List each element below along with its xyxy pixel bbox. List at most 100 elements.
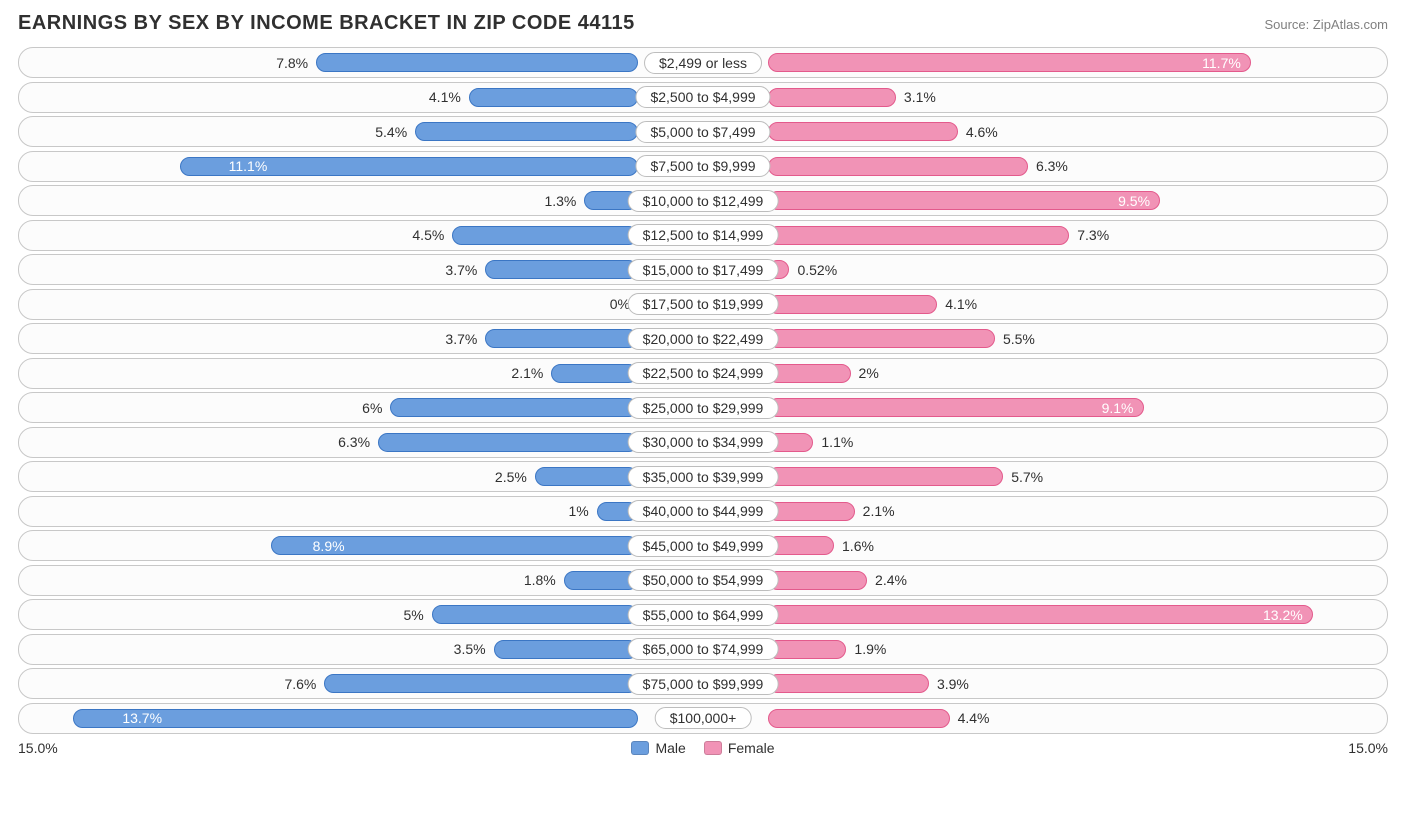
chart-title: EARNINGS BY SEX BY INCOME BRACKET IN ZIP… <box>18 12 635 35</box>
chart-row: 4.5%7.3%$12,500 to $14,999 <box>18 220 1388 251</box>
chart-row: 1%2.1%$40,000 to $44,999 <box>18 496 1388 527</box>
bracket-label: $12,500 to $14,999 <box>628 224 779 246</box>
male-value: 2.5% <box>495 469 527 485</box>
axis-max-left: 15.0% <box>18 740 58 756</box>
male-value: 1.3% <box>544 193 576 209</box>
male-bar <box>316 53 638 72</box>
chart-row: 1.8% 2.4% $50,000 to $54,999 <box>18 565 1388 596</box>
chart-row: 11.1%6.3%$7,500 to $9,999 <box>18 151 1388 182</box>
bracket-label: $2,500 to $4,999 <box>635 86 770 108</box>
female-value: 1.6% <box>842 538 874 554</box>
legend: Male Female <box>58 740 1349 756</box>
female-value: 3.1% <box>904 89 936 105</box>
chart-row: 7.6%3.9%$75,000 to $99,999 <box>18 668 1388 699</box>
chart-row: 5.4% 4.6% $5,000 to $7,499 <box>18 116 1388 147</box>
bracket-label: $45,000 to $49,999 <box>628 535 779 557</box>
female-value: 5.5% <box>1003 331 1035 347</box>
bracket-label: $35,000 to $39,999 <box>628 466 779 488</box>
male-value: 7.8% <box>276 55 308 71</box>
female-value: 2.1% <box>863 503 895 519</box>
male-bar <box>485 329 638 348</box>
bracket-label: $25,000 to $29,999 <box>628 397 779 419</box>
male-value: 3.7% <box>445 331 477 347</box>
legend-female-label: Female <box>728 740 775 756</box>
female-bar <box>768 191 1160 210</box>
diverging-bar-chart: 7.8%11.7%$2,499 or less 4.1% 3.1% $2,500 to… <box>18 47 1388 734</box>
male-value: 4.1% <box>429 89 461 105</box>
legend-male: Male <box>631 740 685 756</box>
bracket-label: $55,000 to $64,999 <box>628 604 779 626</box>
bracket-label: $20,000 to $22,499 <box>628 328 779 350</box>
chart-row: 13.7%4.4%$100,000+ <box>18 703 1388 734</box>
female-bar <box>768 226 1069 245</box>
female-value: 9.1% <box>1102 400 1134 416</box>
male-bar <box>551 364 638 383</box>
female-value: 2.4% <box>875 572 907 588</box>
source-attribution: Source: ZipAtlas.com <box>1264 17 1388 32</box>
chart-row: 7.8%11.7%$2,499 or less <box>18 47 1388 78</box>
male-swatch-icon <box>631 741 649 755</box>
male-value: 3.7% <box>445 262 477 278</box>
chart-row: 4.1% 3.1% $2,500 to $4,999 <box>18 82 1388 113</box>
female-bar <box>768 674 929 693</box>
female-value: 4.6% <box>966 124 998 140</box>
axis-max-right: 15.0% <box>1348 740 1388 756</box>
male-value: 2.1% <box>511 365 543 381</box>
legend-female: Female <box>704 740 775 756</box>
chart-row: 1.3% 9.5% $10,000 to $12,499 <box>18 185 1388 216</box>
female-value: 5.7% <box>1011 469 1043 485</box>
bracket-label: $17,500 to $19,999 <box>628 293 779 315</box>
female-bar <box>768 295 937 314</box>
bracket-label: $2,499 or less <box>644 52 762 74</box>
bracket-label: $10,000 to $12,499 <box>628 190 779 212</box>
bracket-label: $5,000 to $7,499 <box>635 121 770 143</box>
male-value: 5.4% <box>375 124 407 140</box>
female-bar <box>768 157 1028 176</box>
male-bar <box>535 467 638 486</box>
female-bar <box>768 329 995 348</box>
chart-row: 6.3%1.1%$30,000 to $34,999 <box>18 427 1388 458</box>
female-bar <box>768 709 950 728</box>
female-value: 0.52% <box>797 262 837 278</box>
chart-footer: 15.0% Male Female 15.0% <box>18 740 1388 756</box>
female-bar <box>768 571 867 590</box>
female-bar <box>768 605 1313 624</box>
chart-row: 5%13.2%$55,000 to $64,999 <box>18 599 1388 630</box>
chart-row: 2.1% 2% $22,500 to $24,999 <box>18 358 1388 389</box>
female-bar <box>768 502 855 521</box>
female-bar <box>768 640 846 659</box>
female-value: 1.9% <box>854 641 886 657</box>
female-bar <box>768 398 1144 417</box>
chart-row: 3.5%1.9%$65,000 to $74,999 <box>18 634 1388 665</box>
chart-row: 3.7% 5.5% $20,000 to $22,499 <box>18 323 1388 354</box>
male-bar <box>415 122 638 141</box>
male-value: 6.3% <box>338 434 370 450</box>
female-value: 2% <box>859 365 879 381</box>
bracket-label: $65,000 to $74,999 <box>628 638 779 660</box>
chart-row: 6% 9.1% $25,000 to $29,999 <box>18 392 1388 423</box>
female-bar <box>768 122 958 141</box>
male-value: 11.1% <box>229 158 268 174</box>
male-bar <box>485 260 638 279</box>
female-value: 6.3% <box>1036 158 1068 174</box>
bracket-label: $22,500 to $24,999 <box>628 362 779 384</box>
male-value: 13.7% <box>122 710 162 726</box>
female-bar <box>768 364 851 383</box>
female-swatch-icon <box>704 741 722 755</box>
female-bar <box>768 88 896 107</box>
female-value: 9.5% <box>1118 193 1150 209</box>
male-value: 1.8% <box>524 572 556 588</box>
male-value: 7.6% <box>284 676 316 692</box>
male-value: 5% <box>403 607 423 623</box>
male-bar <box>390 398 638 417</box>
female-bar <box>768 467 1003 486</box>
chart-row: 0%4.1%$17,500 to $19,999 <box>18 289 1388 320</box>
bracket-label: $15,000 to $17,499 <box>628 259 779 281</box>
female-value: 4.1% <box>945 296 977 312</box>
male-value: 6% <box>362 400 382 416</box>
bracket-label: $100,000+ <box>655 707 752 729</box>
male-bar <box>494 640 638 659</box>
bracket-label: $50,000 to $54,999 <box>628 569 779 591</box>
chart-row: 2.5% 5.7% $35,000 to $39,999 <box>18 461 1388 492</box>
legend-male-label: Male <box>655 740 685 756</box>
